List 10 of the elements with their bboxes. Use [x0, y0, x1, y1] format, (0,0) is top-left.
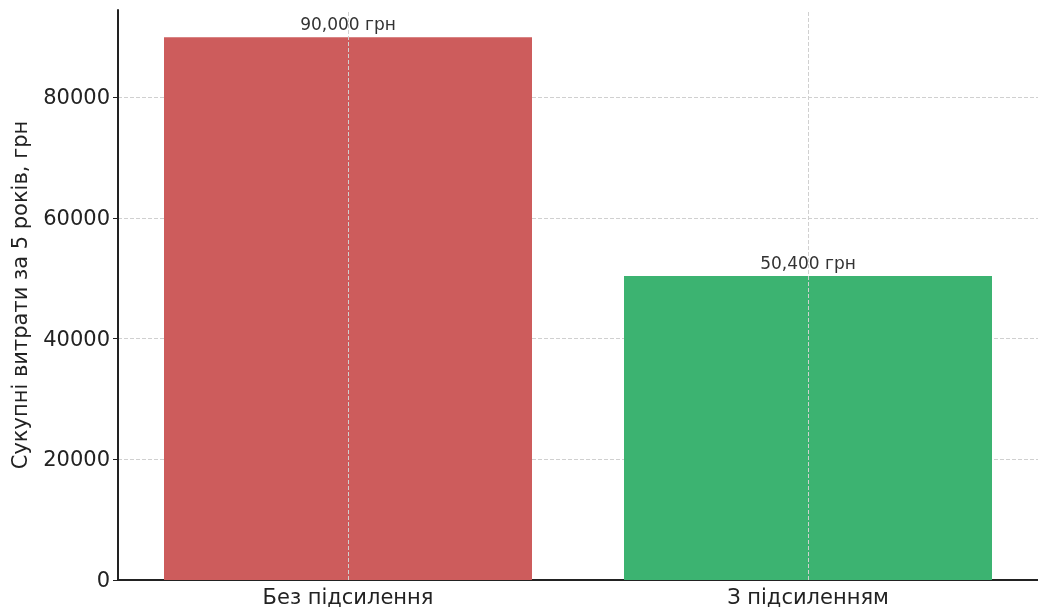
y-tick-label: 0 — [96, 568, 110, 592]
y-tick-label: 40000 — [43, 326, 110, 351]
data-label: 50,400 грн — [760, 252, 856, 273]
x-tick-label: Без підсилення — [262, 584, 434, 609]
y-tick-label: 60000 — [43, 206, 110, 231]
data-label: 90,000 грн — [300, 13, 396, 34]
x-tick-label: З підсиленням — [727, 584, 889, 609]
y-tick-label: 80000 — [43, 85, 110, 110]
y-axis-title: Сукупні витрати за 5 років, грн — [7, 120, 32, 470]
y-tick-label: 20000 — [43, 447, 110, 472]
